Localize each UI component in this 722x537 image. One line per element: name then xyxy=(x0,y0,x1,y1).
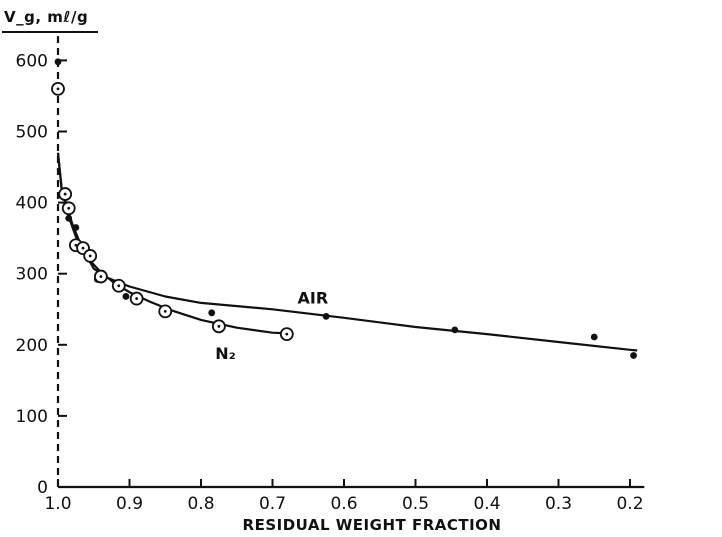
x-tick-label: 0.3 xyxy=(545,494,572,514)
data-points xyxy=(51,58,637,359)
fit-curve-air xyxy=(56,152,638,352)
x-tick-label: 0.5 xyxy=(402,494,429,514)
data-point-n2-center xyxy=(88,254,92,258)
data-point-n2-center xyxy=(99,275,103,278)
y-tick-label: 300 xyxy=(16,265,48,285)
series-label: AIR xyxy=(298,289,329,308)
x-tick-label: 0.9 xyxy=(116,494,143,514)
data-point-n2-center xyxy=(81,246,85,250)
data-point-n2-center xyxy=(67,206,71,210)
data-point-air xyxy=(451,326,459,334)
data-point-air xyxy=(65,214,73,222)
labels: V_g, mℓ/g RESIDUAL WEIGHT FRACTION AIR N₂ xyxy=(2,8,501,534)
y-tick-label: 500 xyxy=(16,123,48,143)
data-point-air xyxy=(122,293,130,300)
y-tick-label: 400 xyxy=(16,194,48,214)
fit-curve-n2 xyxy=(56,152,287,335)
data-point-air xyxy=(630,352,637,359)
data-point-air xyxy=(322,312,330,320)
data-point-n2-center xyxy=(56,87,60,91)
y-tick-label: 0 xyxy=(37,478,48,498)
y-tick-label: 600 xyxy=(16,51,48,71)
data-point-n2-center xyxy=(63,192,67,196)
x-tick-label: 0.4 xyxy=(473,494,500,514)
x-tick-label: 0.7 xyxy=(259,494,286,514)
data-point-air xyxy=(590,333,598,341)
data-point-n2-center xyxy=(285,332,289,336)
x-tick-label: 0.6 xyxy=(330,494,357,514)
x-tick-label: 0.8 xyxy=(187,494,214,514)
x-tick-label: 0.2 xyxy=(616,494,643,514)
data-point-n2-center xyxy=(163,309,167,313)
data-point-n2-center xyxy=(117,284,121,288)
data-point-n2-center xyxy=(217,324,221,328)
data-point-air xyxy=(72,224,80,231)
y-axis-title: V_g, mℓ/g xyxy=(4,8,88,26)
x-axis-title: RESIDUAL WEIGHT FRACTION xyxy=(243,516,502,534)
x-tick-label: 1.0 xyxy=(44,494,71,514)
data-point-n2-center xyxy=(135,297,139,300)
y-tick-label: 200 xyxy=(16,336,48,356)
y-tick-label: 100 xyxy=(16,407,48,427)
axes: 0 100 200 300 400 500 600 1.0 0.9 0.8 0.7 0.6 0.5 0.4… xyxy=(16,36,645,514)
series-label: N₂ xyxy=(215,344,235,363)
data-point-air xyxy=(54,58,62,66)
data-point-air xyxy=(208,309,216,317)
fit-curves xyxy=(56,152,638,352)
